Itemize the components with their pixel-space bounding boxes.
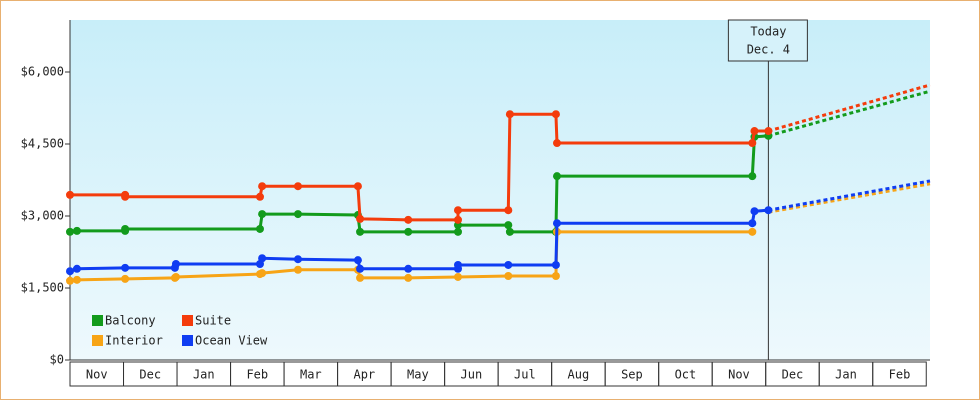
point (504, 271, 513, 280)
point (504, 221, 513, 230)
point (293, 265, 302, 274)
point (258, 254, 267, 263)
point (750, 127, 759, 136)
x-tick-label: Feb (889, 368, 911, 382)
point (293, 182, 302, 191)
point (764, 206, 773, 215)
point (66, 227, 74, 236)
legend-label: Suite (195, 314, 231, 328)
legend-swatch (182, 335, 193, 346)
point (72, 226, 81, 235)
series-line (69, 230, 753, 283)
legend-swatch (92, 335, 103, 346)
point (353, 182, 362, 191)
x-tick-label: Feb (246, 368, 268, 382)
point (750, 207, 759, 216)
x-tick-label: Mar (300, 368, 322, 382)
point (453, 215, 462, 224)
x-tick-label: Jul (514, 368, 536, 382)
x-tick-label: Jan (835, 368, 857, 382)
point (552, 219, 561, 228)
point (453, 260, 462, 269)
x-tick-label: May (407, 368, 429, 382)
point (258, 182, 267, 191)
point (72, 275, 81, 284)
y-tick-label: $1,500 (21, 280, 64, 294)
point (258, 210, 267, 219)
point (551, 271, 560, 280)
point (404, 273, 413, 282)
point (552, 139, 561, 148)
forecast-line (767, 83, 931, 133)
point (66, 276, 74, 285)
series-line (70, 112, 769, 222)
point (255, 224, 264, 233)
today-label: Today (750, 25, 786, 39)
y-tick-label: $4,500 (21, 136, 64, 150)
point (764, 127, 773, 136)
point (404, 264, 413, 273)
legend-swatch (92, 315, 103, 326)
point (121, 274, 130, 283)
point (293, 255, 302, 264)
point (356, 273, 365, 282)
point (356, 214, 365, 223)
x-tick-label: Nov (86, 368, 108, 382)
point (255, 192, 264, 201)
point (453, 272, 462, 281)
point (748, 219, 757, 228)
point (504, 206, 513, 215)
y-tick-label: $0 (50, 353, 64, 367)
y-tick-label: $6,000 (21, 64, 64, 78)
today-box (727, 19, 808, 62)
x-tick-label: Apr (353, 368, 375, 382)
point (258, 269, 267, 278)
point (453, 227, 462, 236)
x-tick-label: Jun (461, 368, 483, 382)
today-label: Dec. 4 (747, 43, 790, 57)
legend-label: Balcony (105, 314, 156, 328)
x-cell (872, 361, 927, 387)
point (404, 215, 413, 224)
forecast-line (768, 182, 931, 214)
point (504, 260, 513, 269)
point (748, 227, 757, 236)
point (171, 259, 180, 268)
point (748, 139, 757, 148)
point (356, 264, 365, 273)
point (505, 110, 514, 119)
x-tick-label: Jan (193, 368, 215, 382)
point (404, 227, 413, 236)
x-tick-label: Sep (621, 368, 643, 382)
legend-swatch (182, 315, 193, 326)
point (121, 224, 130, 233)
legend-label: Ocean View (195, 334, 268, 348)
point (453, 206, 462, 215)
point (356, 227, 365, 236)
point (551, 110, 560, 119)
legend-label: Interior (105, 334, 163, 348)
forecast-line (768, 179, 931, 212)
point (171, 272, 180, 281)
x-tick-label: Aug (568, 368, 590, 382)
x-tick-label: Dec (782, 368, 804, 382)
point (72, 264, 81, 273)
point (505, 227, 514, 236)
point (293, 210, 302, 219)
point (353, 256, 362, 265)
point (748, 172, 757, 181)
point (121, 192, 130, 201)
point (66, 267, 74, 276)
point (121, 263, 130, 272)
x-tick-label: Nov (728, 368, 750, 382)
y-tick-label: $3,000 (21, 208, 64, 222)
point (551, 260, 560, 269)
x-tick-label: Oct (675, 368, 697, 382)
plot-area (70, 20, 930, 360)
x-tick-label: Dec (139, 368, 161, 382)
point (552, 172, 561, 181)
point (66, 190, 74, 199)
